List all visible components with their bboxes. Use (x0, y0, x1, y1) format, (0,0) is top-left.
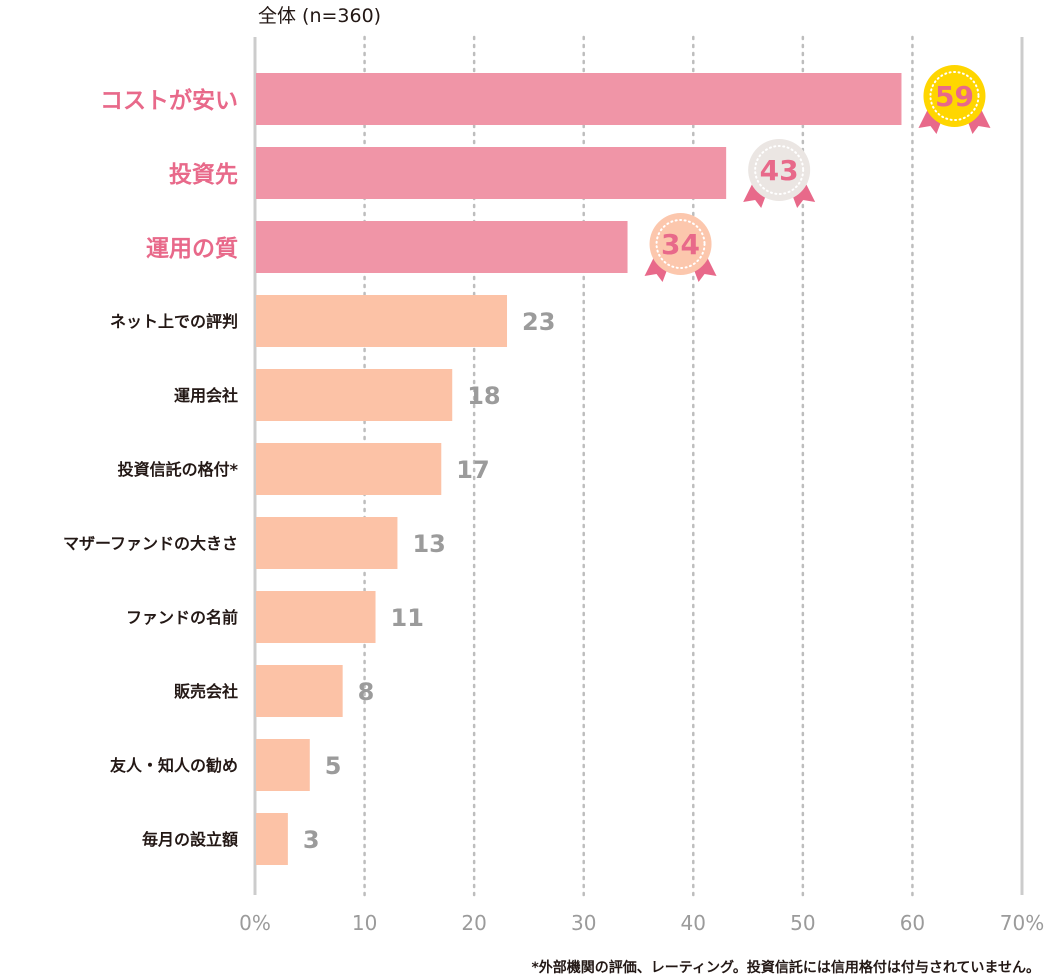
medal-icon (923, 65, 986, 127)
bars: コストが安い 59 投資先 43 運用の質 34 ネット上での評判 23 運用会社 18 投資信託の… (63, 65, 991, 865)
bar (256, 739, 310, 791)
x-tick-label: 70% (1000, 911, 1044, 935)
x-tick-label: 30 (571, 911, 596, 935)
bar (256, 813, 288, 865)
bar (256, 591, 376, 643)
category-label: 販売会社 (174, 682, 238, 701)
bar (256, 369, 453, 421)
rank-badge-3: 34 (644, 213, 717, 282)
medal-icon (649, 213, 712, 275)
value-label: 23 (522, 308, 555, 336)
value-label: 13 (412, 530, 445, 558)
medal-dotted-ring (655, 219, 706, 269)
value-label: 59 (935, 80, 974, 113)
value-label: 34 (661, 228, 700, 261)
bar (256, 517, 398, 569)
category-label: 毎月の設立額 (142, 830, 238, 849)
category-label: 投資先 (169, 161, 238, 188)
value-label: 11 (391, 604, 424, 632)
category-label: 友人・知人の勧め (110, 756, 238, 775)
bar (256, 295, 508, 347)
category-label: 運用会社 (174, 386, 238, 405)
bar (256, 221, 628, 273)
category-label: 運用の質 (146, 236, 238, 262)
medal-dotted-ring (754, 145, 805, 195)
category-label: ファンドの名前 (126, 608, 238, 627)
rank-badge-1: 59 (918, 65, 991, 134)
category-label: コストが安い (100, 87, 238, 114)
category-label: ネット上での評判 (110, 312, 238, 331)
chart-subtitle: 全体 (n=360) (258, 5, 381, 27)
bar (256, 73, 902, 125)
category-label: 投資信託の格付* (118, 460, 239, 479)
x-axis-ticks: 0% 10 20 30 40 50 60 70% (239, 911, 1044, 935)
bar (256, 443, 442, 495)
medal-dotted-ring (929, 71, 980, 121)
rank-badge-2: 43 (743, 139, 816, 208)
x-tick-label: 20 (461, 911, 486, 935)
x-tick-label: 10 (352, 911, 377, 935)
footnote: *外部機関の評価、レーティング。投資信託には信用格付は付与されていません。 (531, 959, 1040, 976)
bar (256, 147, 727, 199)
value-label: 3 (303, 826, 320, 854)
x-tick-label: 0% (239, 911, 271, 935)
value-label: 43 (760, 154, 799, 187)
value-label: 5 (325, 752, 342, 780)
medal-icon (748, 139, 811, 201)
bar (256, 665, 343, 717)
value-label: 17 (456, 456, 489, 484)
x-tick-label: 40 (681, 911, 706, 935)
value-label: 18 (467, 382, 500, 410)
x-tick-label: 60 (900, 911, 925, 935)
value-label: 8 (358, 678, 375, 706)
x-tick-label: 50 (790, 911, 815, 935)
category-label: マザーファンドの大きさ (63, 534, 238, 553)
